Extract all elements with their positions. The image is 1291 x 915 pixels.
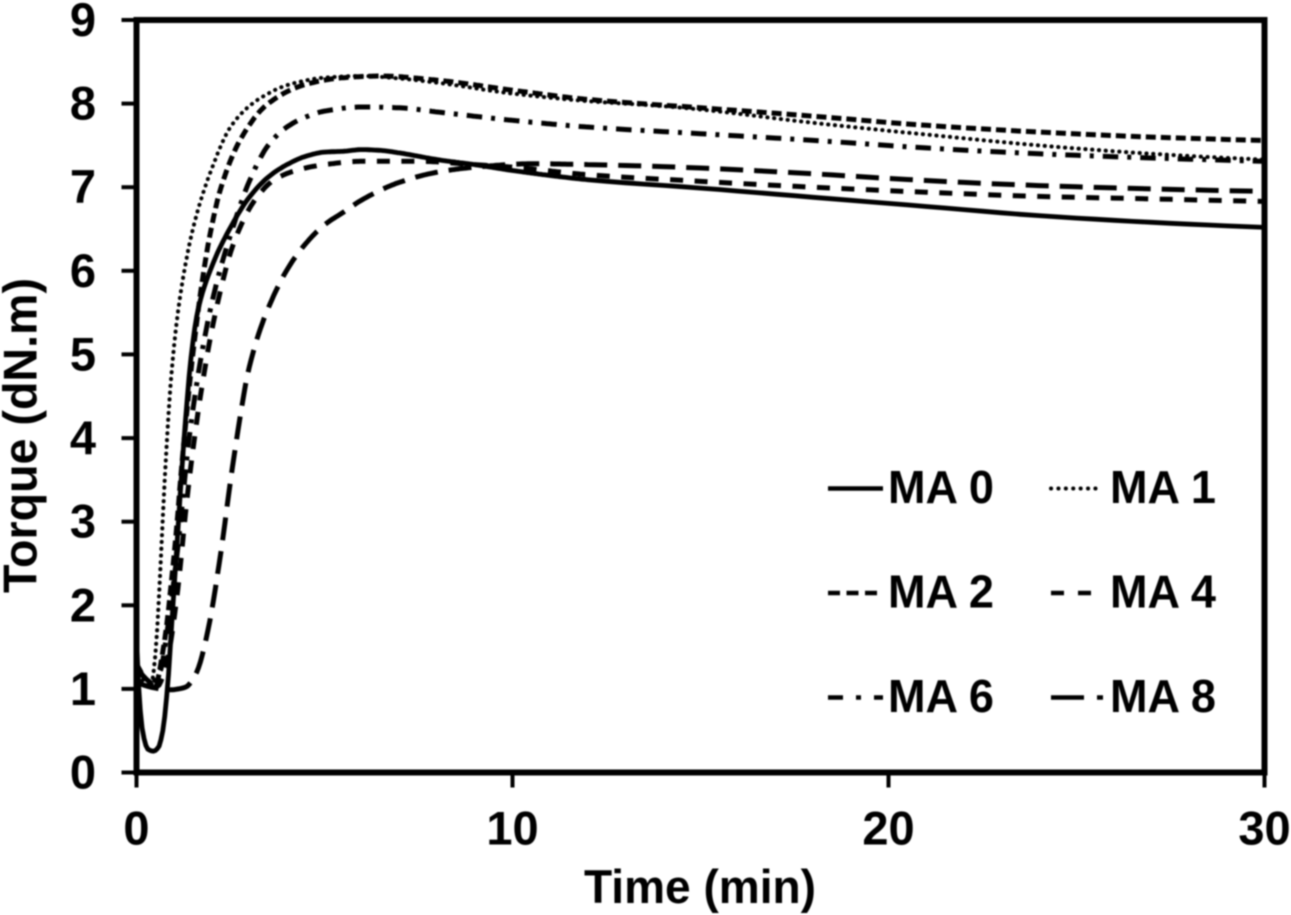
svg-text:MA 6: MA 6 — [888, 670, 994, 722]
svg-text:MA 2: MA 2 — [888, 566, 994, 618]
svg-text:8: 8 — [70, 77, 96, 130]
svg-text:6: 6 — [70, 244, 96, 297]
svg-text:30: 30 — [1238, 802, 1290, 855]
svg-text:10: 10 — [486, 802, 538, 855]
svg-text:0: 0 — [70, 746, 96, 799]
svg-text:1: 1 — [70, 662, 96, 715]
svg-text:MA 4: MA 4 — [1110, 566, 1216, 618]
svg-text:0: 0 — [123, 802, 149, 855]
svg-text:20: 20 — [862, 802, 914, 855]
svg-text:2: 2 — [70, 578, 96, 631]
svg-text:MA 1: MA 1 — [1110, 461, 1216, 513]
svg-text:3: 3 — [70, 495, 96, 548]
svg-text:4: 4 — [70, 411, 96, 464]
svg-text:5: 5 — [70, 327, 96, 380]
svg-text:MA 0: MA 0 — [888, 461, 994, 513]
svg-text:Time (min): Time (min) — [584, 860, 816, 913]
svg-text:7: 7 — [70, 160, 96, 213]
svg-text:9: 9 — [70, 0, 96, 46]
svg-text:MA 8: MA 8 — [1110, 670, 1216, 722]
svg-text:Torque (dN.m): Torque (dN.m) — [0, 278, 47, 593]
